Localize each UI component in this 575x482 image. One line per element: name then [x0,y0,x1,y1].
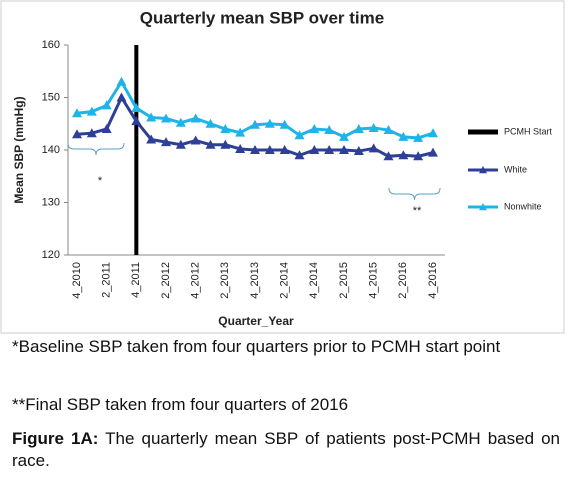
point-marker [294,130,305,140]
chart: Quarterly mean SBP over time Mean SBP (m… [0,0,565,334]
y-tick-label: 130 [42,196,60,208]
point-marker [324,145,335,154]
point-marker [264,118,275,128]
x-tick-label: 2_2012 [160,262,172,299]
point-marker [353,124,364,133]
x-tick-label: 2_2016 [397,262,409,299]
x-tick-label: 2_2013 [219,262,231,299]
point-marker [339,145,349,154]
point-marker [205,118,216,128]
point-marker [353,146,364,156]
point-marker [309,145,320,154]
point-marker [413,132,424,142]
point-marker [131,116,142,126]
legend-marker [479,203,487,211]
brace [388,187,441,201]
x-tick-label: 4_2016 [427,262,439,299]
x-tick-label: 4_2015 [368,262,380,299]
point-marker [220,139,231,149]
point-marker [250,119,260,129]
x-tick-label: 4_2013 [249,262,261,299]
x-tick-label: 4_2011 [130,262,142,298]
point-marker [383,151,394,161]
point-marker [161,113,171,123]
point-marker [205,139,216,149]
point-marker [72,108,82,118]
annotation: * [98,175,103,187]
point-marker [131,103,142,112]
point-marker [398,150,409,160]
caption-note-2: **Final SBP taken from four quarters of … [12,395,349,414]
chart-frame [0,0,565,334]
point-marker [72,129,82,139]
point-marker [368,122,379,132]
point-marker [279,119,290,129]
y-tick-label: 140 [42,144,60,156]
x-axis-label: Quarter_Year [218,314,294,328]
point-marker [175,139,186,149]
y-axis-label: Mean SBP (mmHg) [12,96,26,203]
brace [67,142,125,156]
figure-text: The quarterly mean SBP of patients post-… [12,429,561,470]
x-tick-label: 4_2014 [308,262,320,299]
point-marker [413,151,424,161]
point-marker [279,145,290,154]
point-marker [235,127,246,137]
point-marker [220,124,231,133]
legend-marker [479,166,487,174]
y-tick-label: 120 [42,249,60,261]
point-marker [428,128,438,138]
point-marker [294,150,305,160]
point-marker [175,117,186,127]
point-marker [146,112,157,122]
point-marker [250,145,260,154]
point-marker [368,143,379,153]
caption-note-1: *Baseline SBP taken from four quarters p… [12,337,501,356]
legend-label: White [504,164,527,174]
point-marker [264,145,275,154]
point-marker [235,143,246,153]
legend-label: PCMH Start [504,126,553,136]
annotation: ** [413,205,422,217]
x-tick-label: 2_2011 [101,262,113,298]
x-tick-label: 4_2010 [71,262,83,299]
chart-title: Quarterly mean SBP over time [140,8,384,27]
point-marker [339,131,349,141]
point-marker [86,128,97,138]
point-marker [101,100,112,110]
point-marker [146,134,157,144]
point-marker [86,106,97,116]
point-marker [383,125,394,135]
figure-label: Figure 1A: [12,429,99,448]
point-marker [428,147,438,157]
point-marker [309,124,320,133]
x-tick-label: 2_2014 [279,262,291,299]
point-marker [116,76,127,86]
point-marker [161,137,171,147]
figure-caption: Figure 1A: The quarterly mean SBP of pat… [12,428,560,472]
y-tick-label: 160 [42,39,60,51]
point-marker [324,125,335,135]
x-tick-label: 2_2015 [338,262,350,299]
legend-label: Nonwhite [504,201,542,211]
point-marker [116,92,127,102]
point-marker [101,124,112,133]
point-marker [398,131,409,141]
x-tick-label: 4_2012 [190,262,202,299]
point-marker [190,113,201,123]
point-marker [190,135,201,145]
y-tick-label: 150 [42,91,60,103]
